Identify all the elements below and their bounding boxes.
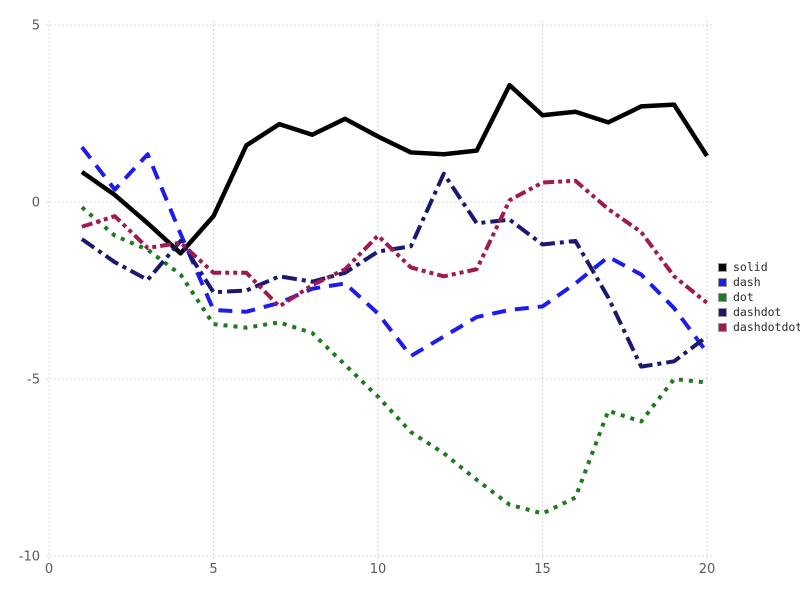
legend: solid dash dot dashdot dashdotdot (718, 260, 800, 335)
legend-marker-dash (718, 278, 727, 287)
series-line-solid (80, 82, 709, 256)
y-tick-label: 5 (32, 19, 40, 34)
x-tick-label: 5 (209, 562, 217, 577)
legend-marker-dot (718, 293, 727, 302)
y-tick-label: -10 (19, 550, 40, 565)
legend-label: solid (733, 260, 768, 274)
legend-label: dot (733, 290, 754, 304)
legend-item-dash: dash (718, 275, 800, 290)
x-tick-label: 0 (45, 562, 53, 577)
legend-item-dot: dot (718, 290, 800, 305)
legend-item-solid: solid (718, 260, 800, 275)
legend-item-dashdot: dashdot (718, 305, 800, 320)
y-tick-label: 0 (32, 196, 40, 211)
y-tick-label: -5 (27, 373, 40, 388)
legend-label: dashdot (733, 305, 782, 319)
legend-label: dashdotdot (733, 320, 800, 334)
series-line-dot (80, 205, 708, 516)
x-tick-label: 10 (370, 562, 387, 577)
legend-item-dashdotdot: dashdotdot (718, 320, 800, 335)
legend-marker-dashdot (718, 308, 727, 317)
legend-marker-dashdotdot (718, 323, 727, 332)
x-tick-label: 20 (699, 562, 716, 577)
series-line-dashdotdot (81, 178, 709, 309)
series-line-dash (80, 145, 709, 358)
x-tick-label: 15 (534, 562, 551, 577)
legend-label: dash (733, 275, 761, 289)
legend-marker-solid (718, 263, 727, 272)
